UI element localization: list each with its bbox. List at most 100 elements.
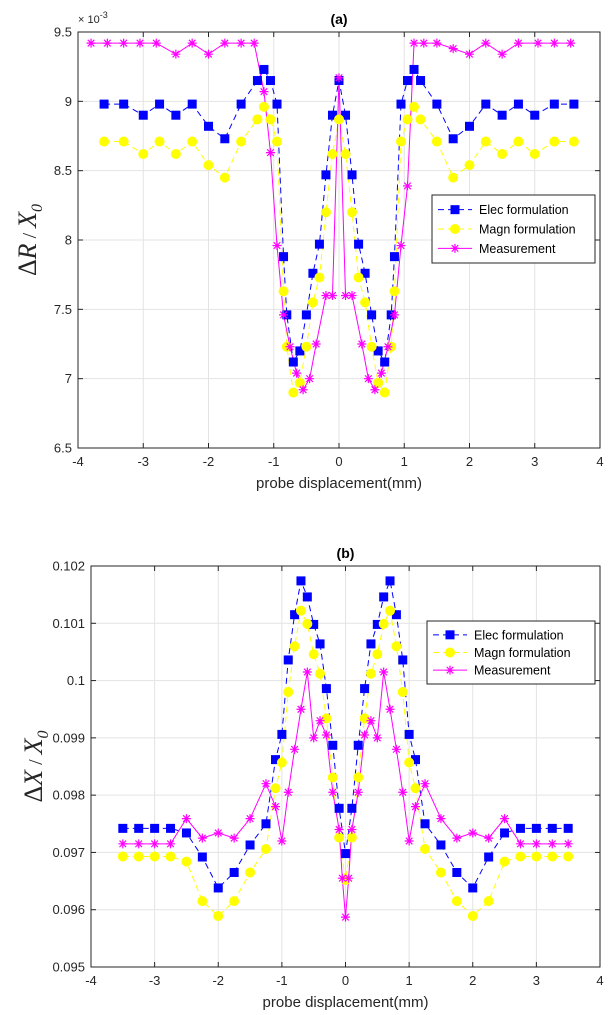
data-point [340, 149, 351, 160]
data-point [341, 912, 350, 922]
data-point [301, 310, 311, 320]
data-point [398, 655, 408, 665]
data-point [181, 856, 192, 867]
data-point [372, 733, 382, 743]
data-point [265, 76, 275, 86]
data-point [347, 290, 357, 300]
data-point [465, 49, 474, 59]
data-point [513, 38, 523, 48]
data-point [419, 38, 429, 48]
data-point [229, 833, 239, 843]
data-point [404, 729, 414, 739]
data-point [259, 64, 269, 74]
data-point [363, 374, 373, 384]
data-point [170, 149, 181, 160]
legend-marker [445, 630, 455, 640]
data-point [530, 110, 540, 120]
series-line-2 [91, 42, 571, 391]
x-tick-label: 4 [596, 973, 603, 988]
y-tick-label: 7.5 [54, 302, 72, 317]
data-point [150, 823, 160, 833]
y-exponent-label: × 10-3 [78, 10, 108, 26]
data-point [187, 99, 197, 109]
data-point [220, 38, 230, 48]
data-point [563, 851, 574, 862]
data-point [513, 99, 523, 109]
x-axis-label: probe displacement(mm) [256, 475, 422, 492]
data-point [378, 618, 389, 629]
data-point [334, 832, 345, 843]
data-point [118, 839, 128, 849]
data-point [289, 641, 300, 652]
data-point [302, 618, 313, 629]
data-point [245, 840, 255, 850]
data-point [311, 339, 321, 349]
data-point [533, 38, 543, 48]
data-point [279, 252, 289, 262]
data-point [409, 101, 420, 112]
data-point [563, 823, 573, 833]
x-tick-label: 0 [342, 973, 349, 988]
data-point [236, 136, 247, 147]
data-point [197, 852, 207, 862]
data-point [117, 851, 128, 862]
data-point [321, 713, 332, 724]
data-point [229, 867, 239, 877]
data-point [283, 687, 294, 698]
data-point [354, 239, 364, 249]
data-point [320, 207, 331, 218]
data-point [285, 342, 295, 352]
data-point [278, 286, 289, 297]
data-point [220, 134, 230, 144]
legend: Elec formulation Magn formulation Measurem… [431, 194, 596, 264]
x-tick-label: 0 [335, 454, 342, 469]
data-point [432, 99, 442, 109]
chart-b: -4 -3 -2 -1 0 1 2 3 4 0.095 0.096 0.097 0.098 0.099 0.… [19, 545, 604, 1011]
data-point [245, 814, 255, 824]
data-point [321, 290, 331, 300]
data-point [165, 851, 176, 862]
x-tick-label: -1 [276, 973, 288, 988]
data-point [283, 655, 293, 665]
data-point [398, 787, 408, 797]
data-point [292, 368, 302, 378]
data-point [150, 839, 160, 849]
data-point [515, 823, 525, 833]
data-point [531, 839, 541, 849]
data-point [296, 704, 306, 714]
data-point [432, 38, 442, 48]
data-point [531, 851, 542, 862]
data-point [448, 44, 458, 54]
legend: Elec formulation Magn formulation Measurem… [426, 620, 596, 685]
data-point [203, 160, 214, 171]
data-point [321, 684, 331, 694]
data-point [379, 592, 389, 602]
data-point [347, 207, 358, 218]
data-point [468, 828, 478, 838]
x-tick-label: -4 [85, 973, 97, 988]
data-point [261, 819, 271, 829]
data-point [383, 342, 393, 352]
data-point [308, 649, 319, 660]
data-point [138, 149, 149, 160]
chart-title: (b) [337, 545, 355, 561]
data-point [549, 38, 559, 48]
data-point [515, 839, 525, 849]
data-point [181, 814, 191, 824]
legend-label: Magn formulation [474, 646, 571, 660]
data-point [261, 779, 271, 789]
data-point [328, 787, 338, 797]
data-point [328, 740, 338, 750]
data-point [283, 787, 293, 797]
data-point [396, 241, 406, 251]
data-point [379, 387, 390, 398]
data-point [480, 136, 491, 147]
data-point [549, 99, 559, 109]
data-point [391, 744, 401, 754]
data-point [467, 911, 478, 922]
data-point [302, 667, 312, 677]
data-point [315, 668, 326, 679]
data-point [360, 297, 371, 308]
data-point [420, 843, 431, 854]
data-point [341, 290, 351, 300]
